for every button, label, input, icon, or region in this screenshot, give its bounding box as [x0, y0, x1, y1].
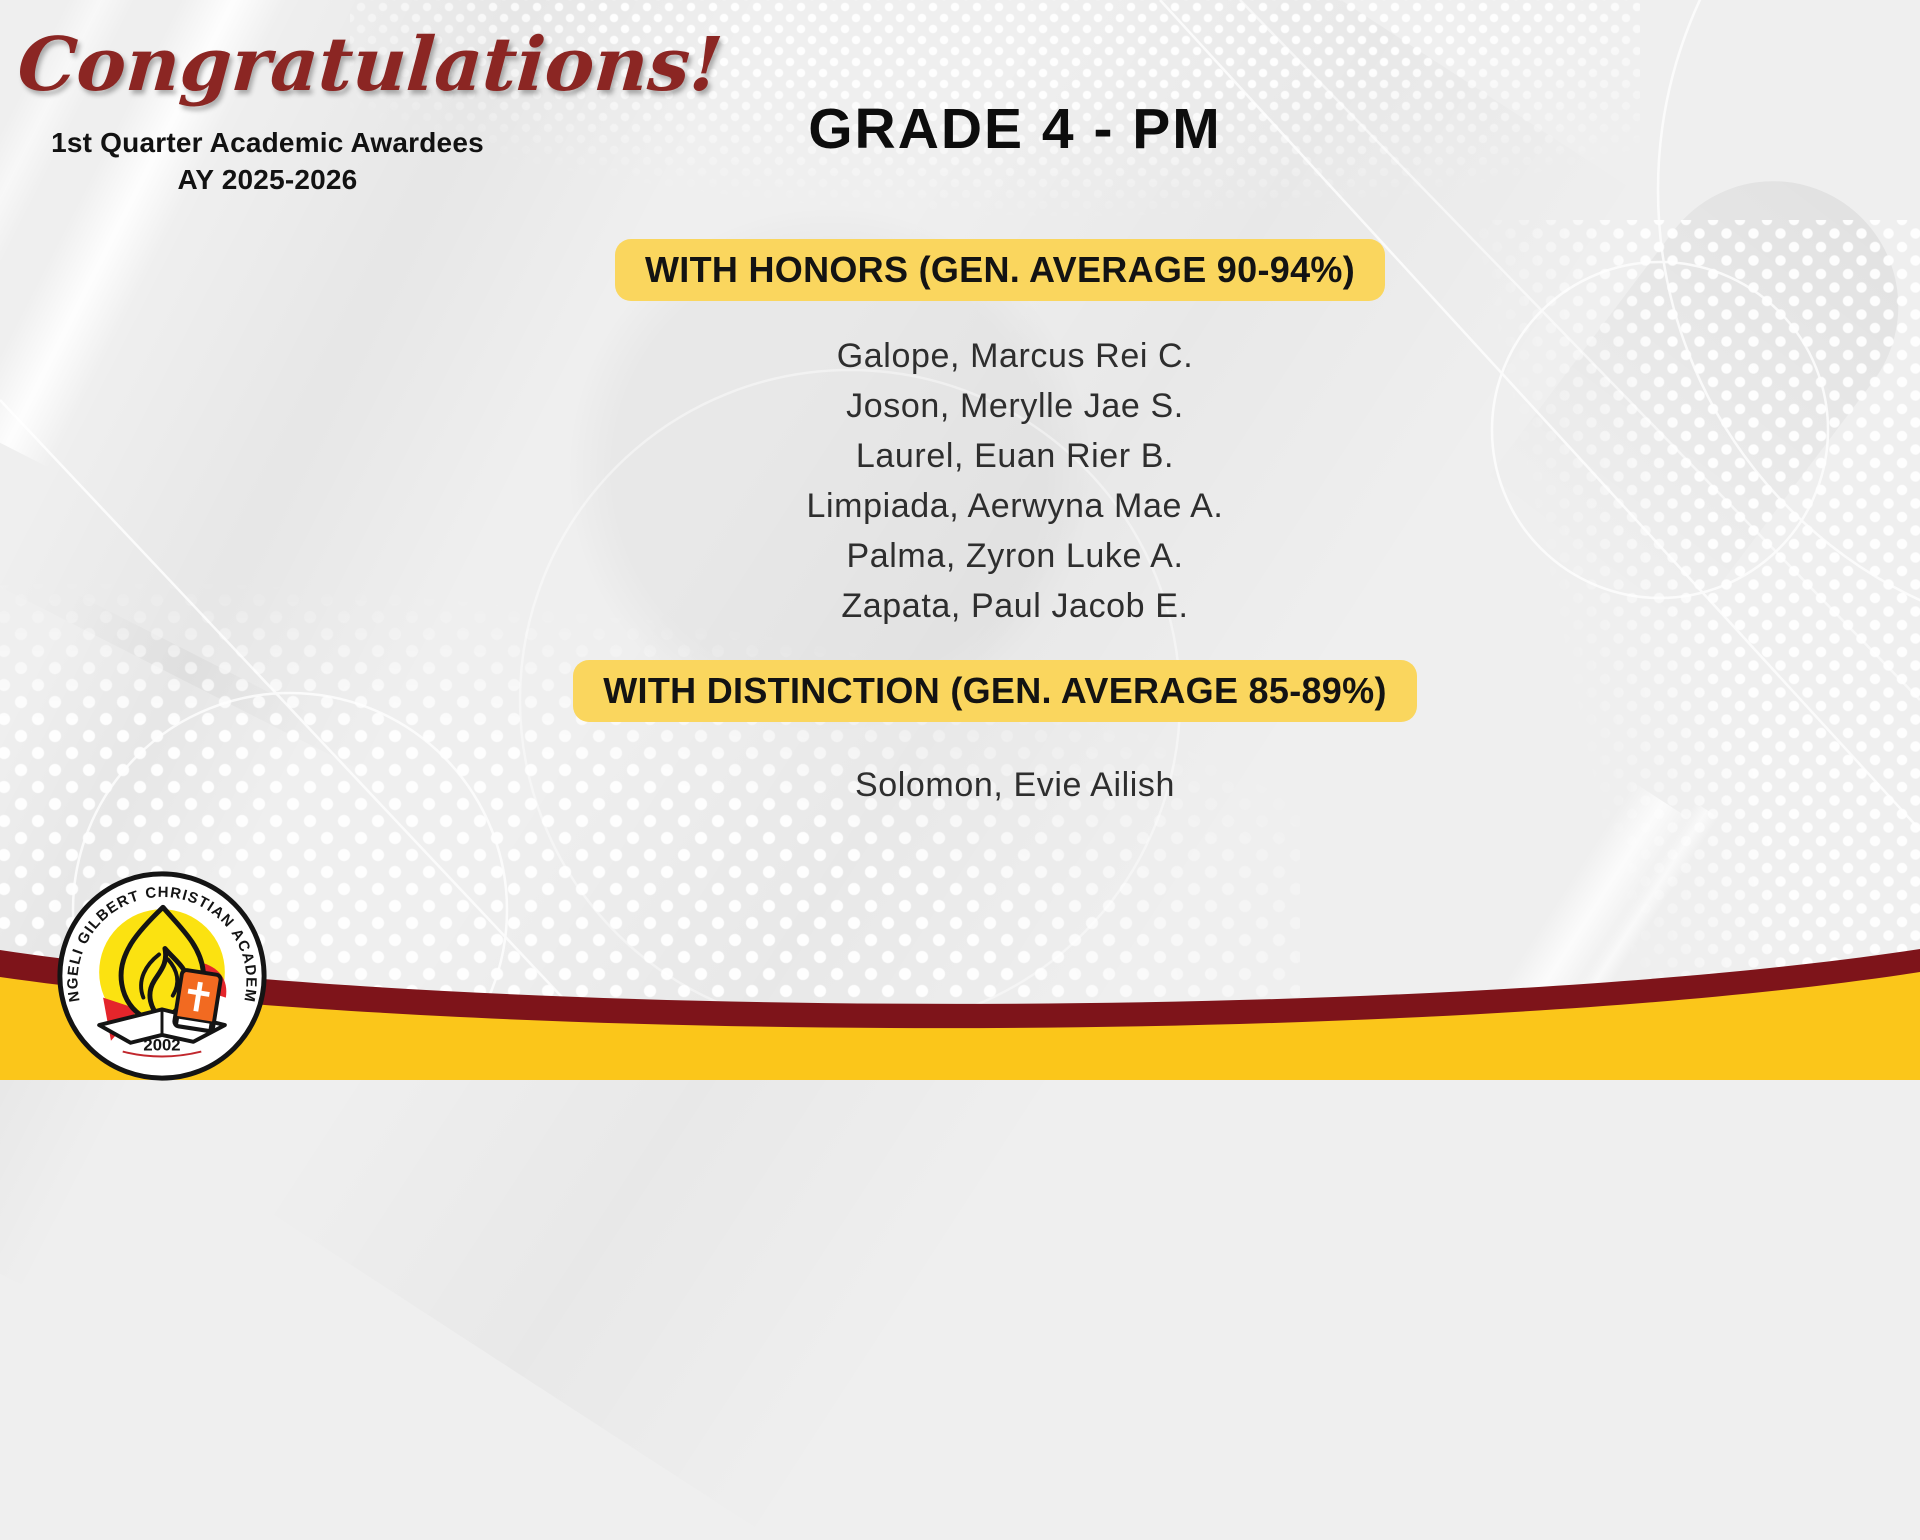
- subtitle: 1st Quarter Academic Awardees AY 2025-20…: [40, 124, 495, 198]
- halftone-dots-right: [1470, 220, 1920, 1000]
- school-logo: ANGELI GILBERT CHRISTIAN ACADEMY 2002: [54, 868, 267, 1081]
- subtitle-line1: 1st Quarter Academic Awardees: [51, 127, 484, 158]
- footer-gold-band: [0, 972, 1920, 1080]
- white-streak-bottomright-2: [1559, 802, 1719, 1028]
- footer-maroon-band: [0, 949, 1920, 1080]
- awardee-name: Palma, Zyron Luke A.: [846, 537, 1184, 575]
- with-honors-name-list: Galope, Marcus Rei C. Joson, Merylle Jae…: [520, 331, 1510, 631]
- section-header-with-distinction: WITH DISTINCTION (GEN. AVERAGE 85-89%): [515, 660, 1475, 722]
- with-honors-label: WITH HONORS (GEN. AVERAGE 90-94%): [615, 239, 1385, 301]
- page-title: GRADE 4 - PM: [808, 97, 1222, 161]
- subtitle-line2: AY 2025-2026: [177, 164, 358, 195]
- awardee-name: Galope, Marcus Rei C.: [836, 337, 1194, 375]
- awardee-name: Joson, Merylle Jae S.: [846, 387, 1184, 425]
- awardee-name: Limpiada, Aerwyna Mae A.: [806, 487, 1224, 525]
- awardee-name: Zapata, Paul Jacob E.: [841, 587, 1189, 625]
- with-distinction-name-list: Solomon, Evie Ailish: [520, 760, 1510, 810]
- awardee-name: Laurel, Euan Rier B.: [855, 437, 1175, 475]
- awardee-name: Solomon, Evie Ailish: [854, 766, 1176, 804]
- logo-bible: [172, 968, 223, 1034]
- section-header-with-honors: WITH HONORS (GEN. AVERAGE 90-94%): [520, 239, 1480, 301]
- white-streak-bottomright: [1487, 782, 1693, 1048]
- with-distinction-label: WITH DISTINCTION (GEN. AVERAGE 85-89%): [573, 660, 1417, 722]
- logo-year: 2002: [143, 1036, 180, 1055]
